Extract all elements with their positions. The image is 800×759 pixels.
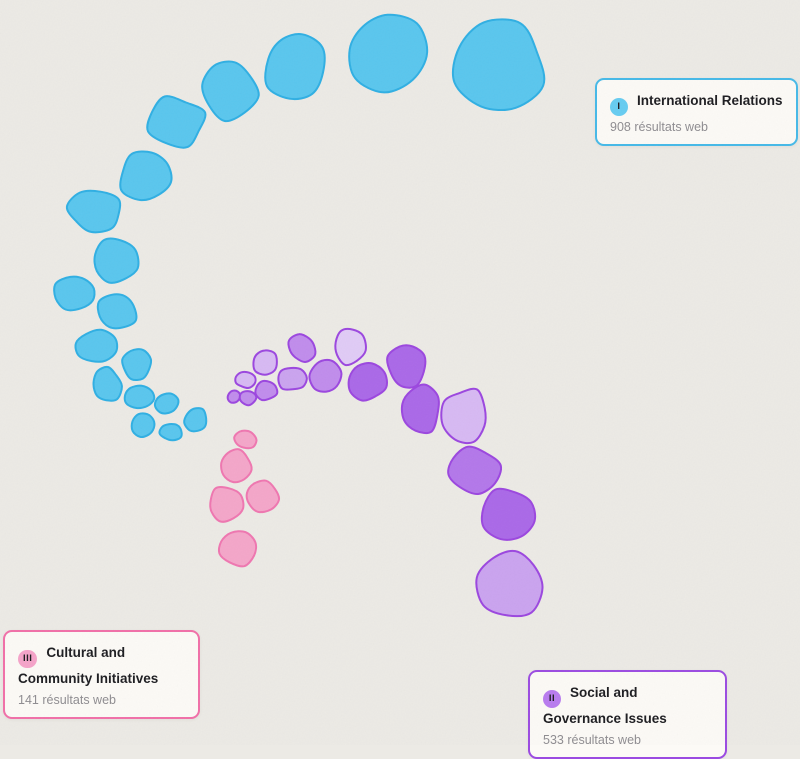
cluster-blob[interactable] — [245, 479, 281, 514]
cluster-blob[interactable] — [348, 13, 429, 94]
cluster-blob[interactable] — [53, 275, 96, 312]
cluster-card-result-count: 908 résultats web — [610, 119, 708, 134]
cluster-blob[interactable] — [92, 365, 123, 402]
cluster-card-title-line: II Social and Governance Issues — [543, 682, 712, 729]
cluster-blob[interactable] — [65, 189, 122, 234]
cluster-card-title-line: I International Relations — [610, 90, 783, 116]
cluster-card-international-relations[interactable]: I International Relations 908 résultats w… — [595, 78, 798, 146]
cluster-blob[interactable] — [252, 349, 278, 376]
cluster-blob[interactable] — [277, 366, 308, 391]
cluster-blob[interactable] — [400, 383, 440, 435]
cluster-rank-badge: III — [18, 649, 38, 668]
cluster-blob[interactable] — [264, 33, 326, 101]
cluster-blob[interactable] — [334, 327, 367, 367]
cluster-blob[interactable] — [121, 348, 153, 382]
cluster-card-social-and-governance[interactable]: II Social and Governance Issues 533 résul… — [528, 670, 727, 759]
cluster-blob[interactable] — [440, 387, 487, 445]
cluster-card-title: Cultural and Community Initiatives — [18, 645, 159, 686]
cluster-blob[interactable] — [119, 150, 173, 202]
cluster-blob[interactable] — [130, 412, 156, 439]
cluster-blob[interactable] — [93, 237, 140, 284]
cluster-blob[interactable] — [183, 407, 208, 433]
cluster-card-result-count: 533 résultats web — [543, 732, 641, 747]
cluster-blob[interactable] — [209, 486, 245, 523]
cluster-blob[interactable] — [153, 392, 180, 415]
cluster-blobs-social-and-governance[interactable] — [226, 327, 544, 618]
cluster-blob[interactable] — [447, 445, 503, 496]
cluster-rank-badge: II — [543, 689, 561, 708]
cluster-blob[interactable] — [146, 95, 207, 149]
cluster-card-cultural-community[interactable]: III Cultural and Community Initiatives 14… — [3, 630, 200, 719]
cluster-card-result-count: 141 résultats web — [18, 692, 116, 707]
cluster-blob[interactable] — [475, 549, 544, 618]
cluster-blob[interactable] — [308, 358, 343, 393]
cluster-blob[interactable] — [254, 379, 279, 402]
cluster-rank-badge: I — [610, 97, 628, 116]
cluster-blob[interactable] — [238, 390, 258, 407]
cluster-blob[interactable] — [158, 423, 183, 442]
cluster-blob[interactable] — [287, 333, 317, 364]
cluster-blob[interactable] — [217, 530, 258, 568]
cluster-blob[interactable] — [96, 293, 138, 330]
cluster-card-title: International Relations — [637, 93, 783, 108]
cluster-blob[interactable] — [347, 362, 388, 402]
cluster-blobs-cultural-community[interactable] — [209, 429, 281, 568]
cluster-blob[interactable] — [451, 18, 546, 112]
cluster-card-title: Social and Governance Issues — [543, 685, 667, 726]
cluster-blob[interactable] — [220, 448, 253, 484]
cluster-blob[interactable] — [123, 384, 156, 410]
cluster-blob[interactable] — [234, 370, 257, 390]
cluster-blob[interactable] — [386, 344, 427, 389]
cluster-blob[interactable] — [480, 487, 537, 541]
cluster-blob[interactable] — [233, 429, 258, 450]
cluster-blob[interactable] — [74, 328, 119, 363]
cluster-card-title-line: III Cultural and Community Initiatives — [18, 642, 185, 689]
cluster-blob[interactable] — [201, 60, 260, 123]
cluster-blob[interactable] — [226, 389, 242, 404]
